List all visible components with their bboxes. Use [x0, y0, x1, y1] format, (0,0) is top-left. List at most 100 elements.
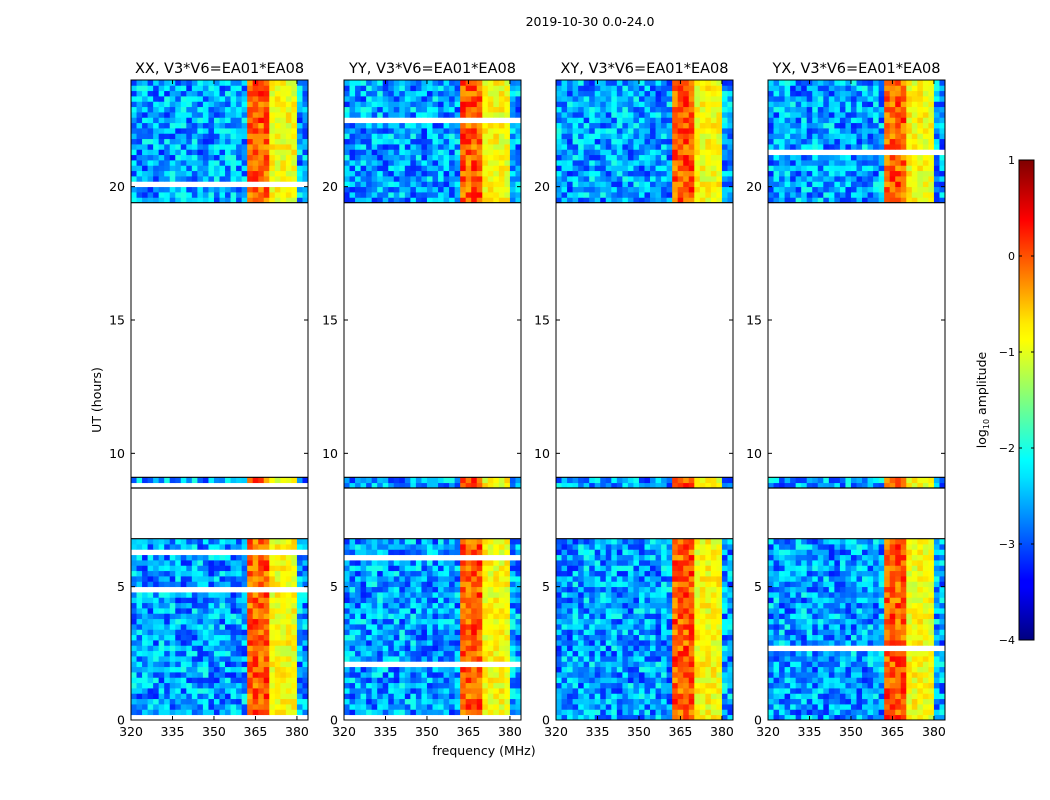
- heatmap-cell: [694, 693, 701, 700]
- heatmap-cell: [241, 682, 248, 689]
- heatmap-cell: [302, 128, 309, 134]
- heatmap-cell: [583, 704, 590, 710]
- heatmap-cell: [371, 112, 378, 118]
- heatmap-cell: [258, 560, 265, 566]
- heatmap-cell: [252, 677, 259, 684]
- heatmap-cell: [605, 477, 612, 484]
- heatmap-cell: [180, 482, 187, 489]
- heatmap-cell: [158, 112, 165, 118]
- heatmap-cell: [393, 624, 400, 630]
- heatmap-cell: [158, 144, 165, 150]
- heatmap-cell: [382, 565, 389, 572]
- heatmap-cell: [683, 688, 690, 694]
- heatmap-cell: [302, 677, 309, 684]
- heatmap-cell: [136, 112, 143, 118]
- heatmap-cell: [727, 544, 734, 550]
- heatmap-cell: [460, 634, 467, 641]
- heatmap-cell: [583, 698, 590, 705]
- heatmap-cell: [142, 666, 148, 673]
- heatmap-cell: [349, 170, 356, 177]
- heatmap-cell: [561, 538, 568, 545]
- heatmap-cell: [285, 482, 292, 489]
- heatmap-cell: [302, 165, 309, 172]
- heatmap-cell: [666, 597, 673, 604]
- heatmap-cell: [482, 682, 489, 689]
- heatmap-cell: [225, 149, 231, 156]
- heatmap-cell: [410, 128, 417, 134]
- heatmap-cell: [627, 693, 634, 700]
- heatmap-cell: [147, 613, 154, 620]
- heatmap-cell: [169, 586, 176, 593]
- heatmap-cell: [269, 624, 276, 630]
- heatmap-cell: [509, 101, 516, 108]
- heatmap-cell: [208, 714, 215, 721]
- heatmap-cell: [142, 688, 148, 694]
- heatmap-cell: [382, 128, 389, 134]
- heatmap-cell: [493, 661, 500, 668]
- heatmap-cell: [515, 477, 522, 484]
- heatmap-cell: [285, 602, 292, 609]
- heatmap-cell: [716, 661, 723, 668]
- heatmap-cell: [650, 477, 656, 484]
- heatmap-cell: [382, 586, 389, 593]
- heatmap-cell: [175, 186, 182, 193]
- heatmap-cell: [482, 629, 489, 636]
- heatmap-cell: [683, 698, 690, 705]
- heatmap-cell: [169, 101, 176, 108]
- heatmap-cell: [482, 709, 489, 716]
- heatmap-cell: [661, 688, 668, 694]
- heatmap-cell: [355, 597, 361, 604]
- heatmap-cell: [611, 592, 618, 598]
- heatmap-cell: [605, 709, 612, 716]
- heatmap-cell: [688, 645, 695, 652]
- heatmap-cell: [258, 570, 265, 577]
- heatmap-cell: [236, 133, 243, 140]
- heatmap-cell: [291, 570, 298, 577]
- heatmap-cell: [493, 666, 500, 673]
- heatmap-cell: [291, 634, 298, 641]
- heatmap-cell: [438, 128, 444, 134]
- heatmap-cell: [236, 549, 243, 556]
- heatmap-cell: [269, 165, 276, 172]
- heatmap-cell: [291, 181, 298, 188]
- heatmap-cell: [650, 581, 656, 588]
- heatmap-cell: [131, 618, 137, 625]
- heatmap-cell: [471, 650, 478, 657]
- heatmap-cell: [393, 581, 400, 588]
- heatmap-cell: [263, 634, 270, 641]
- heatmap-cell: [454, 101, 461, 108]
- heatmap-cell: [136, 709, 143, 716]
- heatmap-cell: [263, 128, 270, 134]
- heatmap-cell: [504, 704, 511, 710]
- heatmap-cell: [710, 682, 717, 689]
- heatmap-cell: [131, 661, 137, 668]
- heatmap-cell: [247, 602, 254, 609]
- heatmap-cell: [616, 682, 623, 689]
- heatmap-cell: [622, 688, 629, 694]
- heatmap-cell: [460, 549, 467, 556]
- heatmap-cell: [269, 85, 276, 92]
- heatmap-cell: [627, 597, 634, 604]
- heatmap-cell: [371, 96, 378, 102]
- heatmap-cell: [644, 682, 651, 689]
- heatmap-cell: [487, 112, 494, 118]
- heatmap-cell: [147, 186, 154, 193]
- heatmap-cell: [219, 672, 226, 678]
- heatmap-cell: [302, 640, 309, 646]
- heatmap-cell: [142, 661, 148, 668]
- heatmap-cell: [498, 576, 505, 582]
- heatmap-cell: [438, 629, 444, 636]
- heatmap-cell: [710, 538, 717, 545]
- heatmap-cell: [561, 645, 568, 652]
- heatmap-cell: [460, 192, 467, 198]
- heatmap-cell: [493, 186, 500, 193]
- heatmap-cell: [421, 618, 428, 625]
- heatmap-cell: [589, 570, 596, 577]
- heatmap-cell: [197, 640, 204, 646]
- heatmap-cell: [694, 624, 701, 630]
- heatmap-cell: [366, 549, 373, 556]
- heatmap-cell: [661, 602, 668, 609]
- heatmap-cell: [382, 602, 389, 609]
- heatmap-cell: [710, 661, 717, 668]
